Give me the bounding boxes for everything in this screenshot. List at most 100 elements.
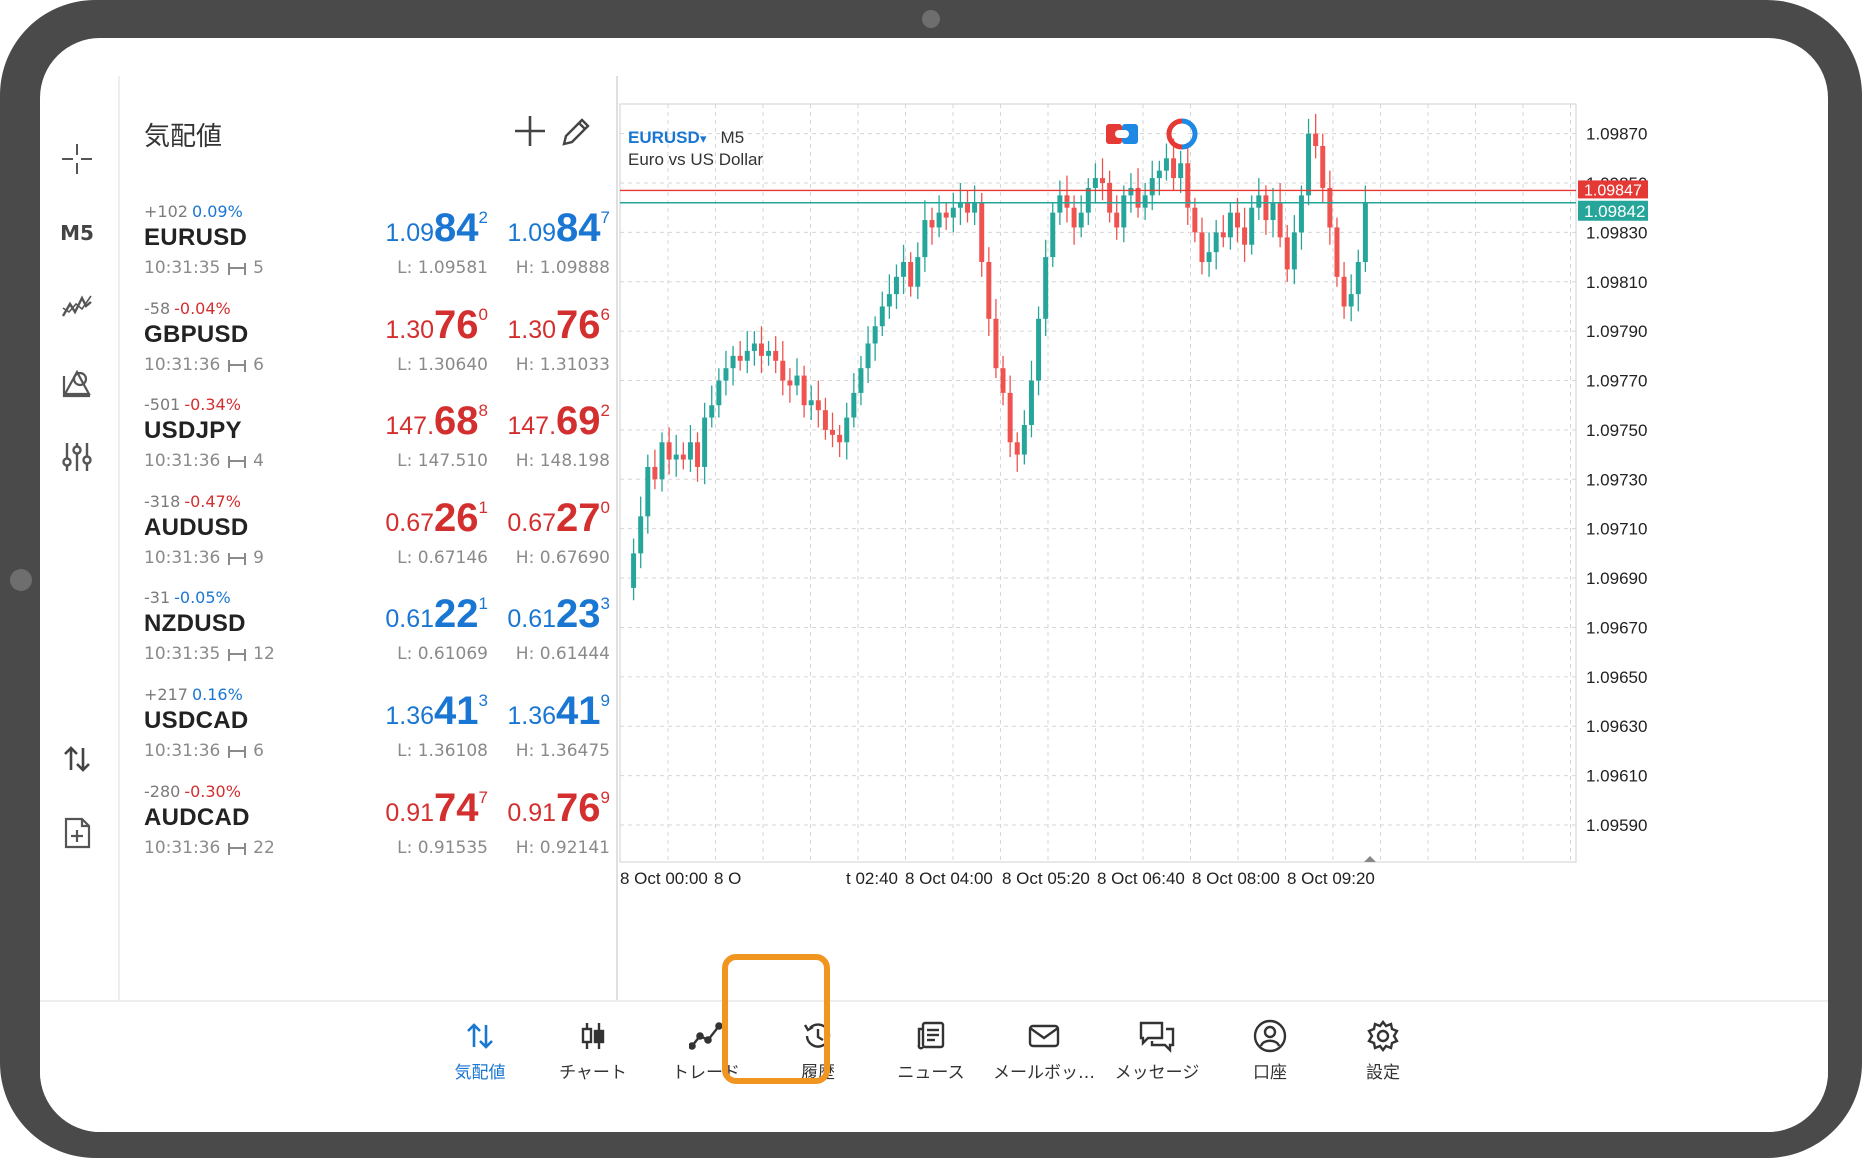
bid-fraction: 8 bbox=[478, 401, 488, 421]
chart-area[interactable]: 1.098701.098501.098301.098101.097901.097… bbox=[612, 76, 1828, 1000]
chart-svg[interactable]: 1.098701.098501.098301.098101.097901.097… bbox=[612, 76, 1828, 1000]
nav-mailbox[interactable]: メールボッ… bbox=[988, 1016, 1100, 1083]
bid-fraction: 1 bbox=[478, 497, 488, 517]
trade-arrows-icon[interactable] bbox=[54, 736, 100, 782]
candle-body bbox=[1291, 232, 1297, 270]
crosshair-icon[interactable] bbox=[54, 136, 100, 182]
candle-body bbox=[1270, 202, 1276, 221]
add-symbol-icon[interactable] bbox=[505, 106, 555, 156]
watchlist-row[interactable]: -501 -0.34% USDJPY 10:31:36 4 147.688 147.692… bbox=[120, 395, 616, 509]
symbol-name: USDCAD bbox=[144, 707, 249, 734]
candle-body bbox=[1199, 232, 1205, 263]
high-price: H: 0.92141 bbox=[515, 837, 610, 858]
candle-body bbox=[1348, 294, 1354, 307]
nav-settings[interactable]: 設定 bbox=[1327, 1016, 1439, 1083]
spread-icon bbox=[227, 649, 246, 662]
indicators-icon[interactable] bbox=[54, 284, 100, 330]
bid-price[interactable]: 0.91747 bbox=[385, 786, 488, 834]
bid-price[interactable]: 0.61221 bbox=[385, 592, 488, 640]
spread-value: 6 bbox=[253, 741, 264, 761]
chart-timeframe[interactable]: ▾ M5 bbox=[700, 128, 754, 148]
bid-fraction: 3 bbox=[478, 691, 488, 710]
candle-body bbox=[1149, 178, 1155, 196]
edit-pencil-icon[interactable] bbox=[550, 106, 600, 156]
nav-messages[interactable]: メッセージ bbox=[1101, 1016, 1213, 1083]
ask-fraction: 9 bbox=[600, 787, 610, 807]
change-value: -58 bbox=[144, 298, 171, 318]
ask-price[interactable]: 1.30766 bbox=[507, 303, 610, 351]
trade-icon bbox=[650, 1016, 762, 1056]
candle-body bbox=[1256, 195, 1262, 208]
candle-body bbox=[1213, 232, 1219, 253]
low-price: L: 0.61069 bbox=[397, 644, 488, 665]
panel-divider[interactable] bbox=[616, 76, 618, 1000]
ask-price[interactable]: 0.61233 bbox=[507, 592, 610, 640]
nav-account[interactable]: 口座 bbox=[1214, 1016, 1326, 1083]
candle-body bbox=[1028, 380, 1034, 425]
ask-price[interactable]: 1.36419 bbox=[507, 689, 610, 737]
candle-body bbox=[865, 343, 871, 369]
bottom-nav: 気配値 チャート トレード 履歴 ニュース メールボッ… メッセージ 口座 bbox=[40, 1000, 1828, 1132]
settings-sliders-icon[interactable] bbox=[54, 434, 100, 480]
ask-price[interactable]: 0.91769 bbox=[507, 786, 610, 834]
messages-icon bbox=[1101, 1016, 1213, 1056]
candle-body bbox=[1057, 195, 1063, 213]
watchlist-row[interactable]: -280 -0.30% AUDCAD 10:31:36 22 0.91747 0.9176… bbox=[120, 782, 616, 896]
time-value: 10:31:36 bbox=[144, 547, 221, 568]
ask-fraction: 9 bbox=[600, 691, 610, 710]
watchlist-row[interactable]: +217 0.16% USDCAD 10:31:36 6 1.36413 1.36419 L… bbox=[120, 685, 616, 799]
nav-quotes[interactable]: 気配値 bbox=[424, 1016, 536, 1083]
ask-fraction: 6 bbox=[600, 304, 610, 324]
new-order-icon[interactable] bbox=[54, 810, 100, 856]
watchlist-row[interactable]: -58 -0.04% GBPUSD 10:31:36 6 1.30760 1.30766 L… bbox=[120, 299, 616, 413]
candle-body bbox=[730, 355, 736, 369]
ask-price[interactable]: 1.09847 bbox=[507, 206, 610, 254]
symbol-dropdown-caret[interactable]: ▾ bbox=[700, 131, 707, 146]
candle-body bbox=[801, 375, 807, 406]
bid-prefix: 0.61 bbox=[385, 605, 435, 634]
candle-body bbox=[815, 400, 821, 411]
candle-body bbox=[1277, 202, 1283, 238]
nav-label: メールボッ… bbox=[993, 1063, 1095, 1083]
bid-price[interactable]: 0.67261 bbox=[385, 496, 488, 544]
candle-body bbox=[936, 212, 942, 228]
objects-icon[interactable] bbox=[54, 360, 100, 406]
watchlist-row[interactable]: -318 -0.47% AUDUSD 10:31:36 9 0.67261 0.67270… bbox=[120, 492, 616, 606]
watchlist-row[interactable]: +102 0.09% EURUSD 10:31:35 5 1.09842 1.09847 L… bbox=[120, 202, 616, 316]
candle-body bbox=[1235, 212, 1240, 228]
ask-price[interactable]: 147.692 bbox=[507, 399, 610, 447]
candle-body bbox=[1220, 232, 1226, 238]
candle-body bbox=[1192, 207, 1198, 233]
nav-chart[interactable]: チャート bbox=[537, 1016, 649, 1083]
y-tick-label: 1.09730 bbox=[1586, 470, 1647, 489]
ask-price-label: 1.09847 bbox=[1584, 182, 1642, 199]
quote-time: 10:31:35 12 bbox=[144, 644, 275, 664]
nav-label: 気配値 bbox=[454, 1063, 506, 1083]
change-percent: 0.16% bbox=[191, 685, 243, 704]
bid-price[interactable]: 147.688 bbox=[385, 399, 488, 447]
signal-icon[interactable] bbox=[1166, 118, 1198, 150]
bid-fraction: 7 bbox=[478, 787, 488, 807]
chart-symbol[interactable]: EURUSD bbox=[628, 128, 700, 147]
candle-body bbox=[780, 360, 786, 381]
quote-time: 10:31:36 9 bbox=[144, 548, 264, 568]
candle-body bbox=[1014, 442, 1020, 455]
bid-price[interactable]: 1.36413 bbox=[385, 689, 488, 737]
candle-body bbox=[1085, 187, 1091, 213]
change-percent: -0.05% bbox=[174, 588, 231, 608]
ask-fraction: 7 bbox=[600, 208, 610, 227]
timeframe-button[interactable]: M5 bbox=[54, 210, 100, 256]
candle-body bbox=[1306, 133, 1312, 196]
candle-body bbox=[1362, 202, 1368, 263]
bid-price[interactable]: 1.30760 bbox=[385, 303, 488, 351]
history-highlight-box bbox=[722, 954, 830, 1084]
candle-body bbox=[943, 212, 949, 218]
spread-icon bbox=[227, 746, 246, 758]
watchlist-row[interactable]: -31 -0.05% NZDUSD 10:31:35 12 0.61221 0.61233… bbox=[120, 588, 616, 702]
ask-price[interactable]: 0.67270 bbox=[507, 496, 610, 544]
spread-icon bbox=[227, 842, 246, 855]
one-click-trading-icon[interactable] bbox=[1104, 120, 1140, 148]
symbol-name: USDJPY bbox=[144, 417, 242, 445]
bid-price[interactable]: 1.09842 bbox=[385, 206, 488, 254]
nav-news[interactable]: ニュース bbox=[875, 1016, 987, 1083]
